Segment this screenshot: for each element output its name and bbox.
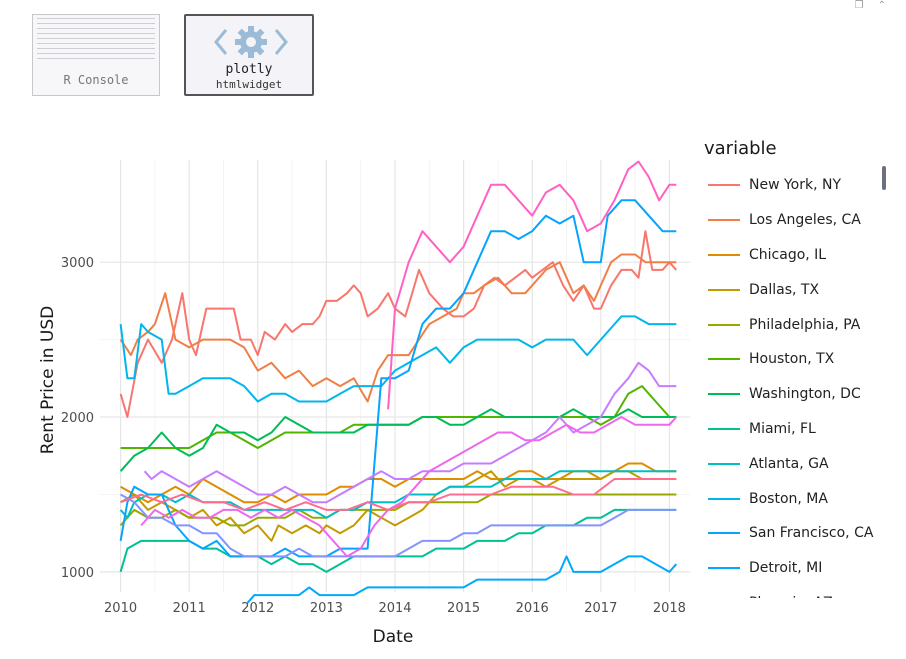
series-line-los-angeles-ca[interactable]: [119, 253, 677, 403]
series-line-unlabeled-series-13[interactable]: [143, 361, 677, 504]
legend-item[interactable]: Chicago, IL: [700, 238, 886, 273]
htmlwidget-label: htmlwidget: [215, 78, 283, 91]
legend-swatch: [708, 184, 740, 187]
series-line-washington-dc[interactable]: [119, 408, 677, 472]
legend-label: Los Angeles, CA: [749, 212, 861, 229]
legend-item[interactable]: Miami, FL: [700, 412, 886, 447]
x-tick-label: 2017: [584, 601, 617, 616]
legend-swatch: [708, 393, 740, 396]
legend-swatch: [708, 497, 740, 500]
legend-label: Atlanta, GA: [749, 455, 829, 472]
series-line-san-francisco-ca[interactable]: [119, 199, 677, 558]
legend-label: Boston, MA: [749, 490, 828, 507]
y-tick-label: 1000: [61, 566, 94, 581]
legend-scrollbar[interactable]: [882, 166, 886, 190]
legend-item[interactable]: New York, NY: [700, 168, 886, 203]
window-controls: ❐ ⌃: [855, 0, 886, 11]
legend-list[interactable]: New York, NY Los Angeles, CA Chicago, IL Da…: [700, 168, 886, 598]
legend-item[interactable]: Washington, DC: [700, 377, 886, 412]
x-tick-label: 2015: [447, 601, 480, 616]
axis-ticks: 2010 2011 2012 2013 2014 2015 2016 2017 2018 1000…: [61, 256, 686, 616]
viewer-header: ❐ ⌃ R Console plotly htmlwidget: [0, 0, 906, 110]
r-console-thumbnail[interactable]: R Console: [32, 14, 160, 96]
legend-item[interactable]: Los Angeles, CA: [700, 203, 886, 238]
y-tick-label: 2000: [61, 411, 94, 426]
x-tick-label: 2016: [516, 601, 549, 616]
series-line-unlabeled-series-16[interactable]: [120, 478, 677, 511]
legend-swatch: [708, 567, 740, 570]
legend-item[interactable]: Atlanta, GA: [700, 446, 886, 481]
series-line-unlabeled-series-15[interactable]: [387, 160, 677, 410]
series-lines[interactable]: [119, 160, 678, 604]
legend-label: Chicago, IL: [749, 246, 827, 263]
x-axis-title: Date: [373, 627, 414, 647]
legend-swatch: [708, 427, 740, 430]
legend-swatch: [708, 288, 740, 291]
legend-label: Dallas, TX: [749, 281, 820, 298]
legend-label: Houston, TX: [749, 351, 835, 368]
x-tick-label: 2018: [653, 601, 686, 616]
legend-swatch: [708, 358, 740, 361]
legend-swatch: [708, 462, 740, 465]
legend-label: San Francisco, CA: [749, 525, 874, 542]
legend-item[interactable]: Dallas, TX: [700, 272, 886, 307]
legend: variable New York, NY Los Angeles, CA Chic…: [700, 138, 896, 600]
y-tick-label: 3000: [61, 256, 94, 271]
series-line-chicago-il[interactable]: [120, 462, 677, 504]
x-tick-label: 2014: [378, 601, 411, 616]
legend-item[interactable]: San Francisco, CA: [700, 516, 886, 551]
y-axis-title: Rent Price in USD: [38, 306, 58, 454]
series-line-unlabeled-series-14[interactable]: [140, 416, 678, 558]
series-line-detroit-mi[interactable]: [246, 555, 678, 604]
legend-item[interactable]: Phoenix, AZ: [700, 586, 886, 598]
legend-item[interactable]: Boston, MA: [700, 481, 886, 516]
legend-label: Philadelphia, PA: [749, 316, 861, 333]
console-preview: [37, 18, 155, 62]
legend-item[interactable]: Philadelphia, PA: [700, 307, 886, 342]
restore-icon[interactable]: ❐: [854, 0, 864, 11]
x-tick-label: 2012: [241, 601, 274, 616]
series-line-miami-fl[interactable]: [119, 508, 677, 573]
legend-label: Miami, FL: [749, 420, 816, 437]
legend-swatch: [708, 532, 740, 535]
legend-swatch: [708, 323, 740, 326]
legend-title: variable: [704, 138, 777, 159]
plotly-htmlwidget-thumbnail[interactable]: plotly htmlwidget: [184, 14, 314, 96]
legend-swatch: [708, 253, 740, 256]
series-line-phoenix-az[interactable]: [120, 493, 677, 558]
gear-code-icon: [214, 26, 288, 58]
x-tick-label: 2013: [310, 601, 343, 616]
legend-label: Detroit, MI: [749, 560, 823, 577]
legend-item[interactable]: Houston, TX: [700, 342, 886, 377]
legend-swatch: [708, 219, 740, 222]
legend-label: Washington, DC: [749, 386, 861, 403]
x-tick-label: 2011: [173, 601, 206, 616]
x-tick-label: 2010: [104, 601, 137, 616]
legend-label: Phoenix, AZ: [749, 595, 833, 598]
legend-item[interactable]: Detroit, MI: [700, 551, 886, 586]
plotly-label: plotly: [225, 62, 273, 77]
r-console-label: R Console: [63, 73, 129, 87]
legend-label: New York, NY: [749, 177, 842, 194]
collapse-icon[interactable]: ⌃: [877, 0, 886, 11]
series-line-dallas-tx[interactable]: [120, 470, 677, 542]
